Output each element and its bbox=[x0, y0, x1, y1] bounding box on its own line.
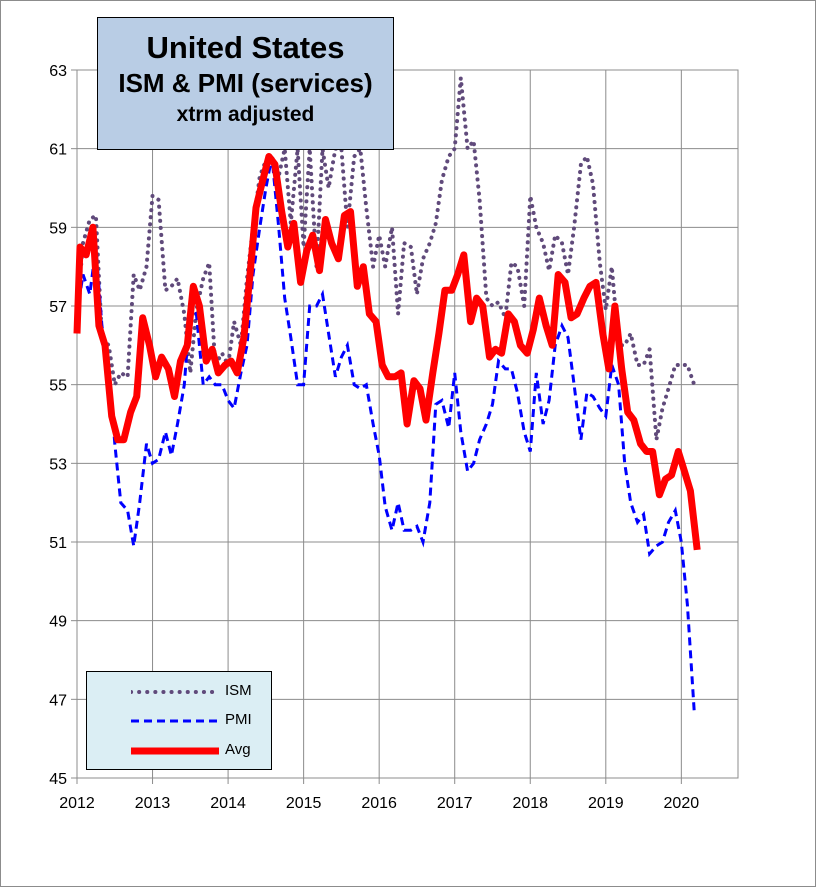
series-line-avg bbox=[73, 153, 701, 551]
legend-item-pmi: PMI bbox=[131, 709, 271, 731]
legend-label-ism: ISM bbox=[225, 682, 252, 699]
legend-item-ism: ISM bbox=[131, 680, 271, 702]
y-tick-label: 57 bbox=[49, 299, 67, 316]
legend-label-avg: Avg bbox=[225, 741, 251, 758]
legend-swatch-ism bbox=[131, 690, 221, 694]
y-tick-label: 49 bbox=[49, 614, 67, 631]
x-tick-label: 2013 bbox=[135, 795, 171, 812]
legend-label-pmi: PMI bbox=[225, 711, 252, 728]
x-tick-label: 2018 bbox=[512, 795, 548, 812]
chart-legend: ISM PMI Avg bbox=[86, 671, 272, 770]
x-tick-label: 2016 bbox=[361, 795, 397, 812]
y-tick-label: 53 bbox=[49, 456, 67, 473]
plot-area bbox=[76, 69, 739, 779]
x-tick-label: 2015 bbox=[286, 795, 322, 812]
series-line-pmi bbox=[75, 156, 696, 712]
y-tick-label: 47 bbox=[49, 692, 67, 709]
legend-item-avg: Avg bbox=[131, 739, 271, 761]
axis-ticks: 45 47 49 51 53 55 57 59 61 63 2012 2013 2014 2015 2016… bbox=[49, 63, 699, 812]
y-tick-label: 55 bbox=[49, 378, 67, 395]
chart-title-box: United States ISM & PMI (services) xtrm … bbox=[97, 17, 394, 150]
x-tick-label: 2019 bbox=[588, 795, 624, 812]
y-tick-label: 59 bbox=[49, 220, 67, 237]
chart-subtitle-2: xtrm adjusted bbox=[176, 103, 315, 126]
chart-subtitle: ISM & PMI (services) bbox=[118, 68, 373, 98]
series-line-ism bbox=[75, 77, 697, 441]
y-tick-label: 63 bbox=[49, 63, 67, 80]
chart-title: United States bbox=[146, 30, 345, 65]
legend-swatch-avg bbox=[131, 747, 219, 755]
x-tick-label: 2017 bbox=[437, 795, 473, 812]
y-tick-label: 45 bbox=[49, 771, 67, 788]
y-tick-label: 51 bbox=[49, 535, 67, 552]
x-tick-label: 2014 bbox=[210, 795, 246, 812]
x-tick-label: 2012 bbox=[59, 795, 95, 812]
x-tick-label: 2020 bbox=[664, 795, 700, 812]
series-lines bbox=[73, 77, 701, 712]
y-tick-label: 61 bbox=[49, 142, 67, 159]
legend-swatch-pmi bbox=[131, 719, 219, 723]
